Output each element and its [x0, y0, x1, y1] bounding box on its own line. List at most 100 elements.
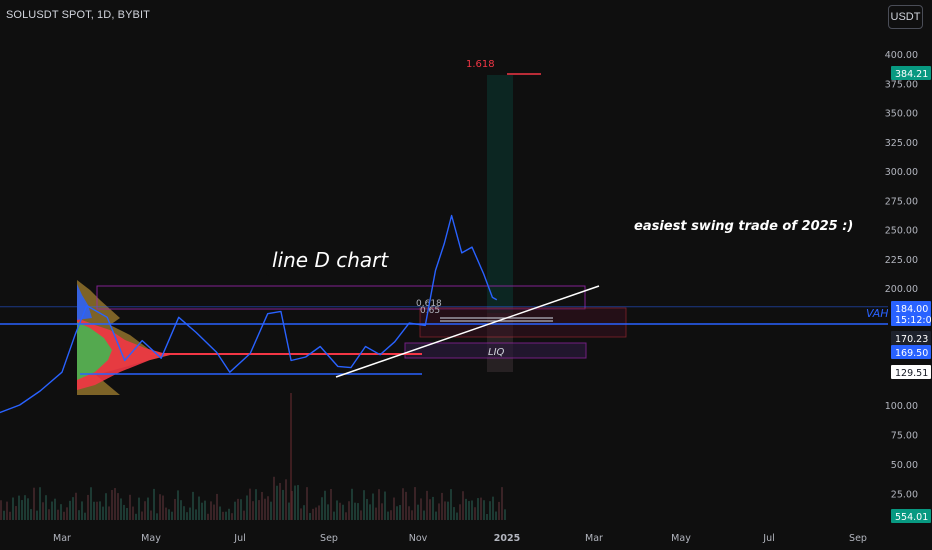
volume-bar	[135, 513, 137, 520]
y-tick-label: 375.00	[885, 79, 918, 90]
volume-bar	[132, 506, 134, 520]
annotation-line-d-chart: line D chart	[272, 248, 389, 272]
volume-bar	[102, 506, 104, 520]
volume-bar	[414, 487, 416, 520]
y-tick-label: 75.00	[891, 430, 918, 441]
x-tick-label: Mar	[585, 533, 603, 544]
volume-bar	[261, 491, 263, 520]
volume-bar	[267, 496, 269, 520]
volume-bar	[297, 485, 299, 520]
volume-bar	[3, 510, 5, 520]
volume-bar	[282, 489, 284, 520]
volume-bar	[411, 510, 413, 520]
volume-bar	[252, 501, 254, 520]
volume-bar	[471, 500, 473, 520]
price-badge-label: 15:12:02	[895, 315, 932, 326]
x-tick-label: May	[141, 533, 161, 544]
volume-bar	[12, 497, 14, 520]
volume-bar	[312, 508, 314, 520]
volume-bar	[489, 501, 491, 520]
price-badge-bg	[891, 66, 931, 80]
price-axis-bg	[888, 30, 932, 525]
volume-bar	[348, 501, 350, 520]
volume-bar	[423, 510, 425, 520]
y-tick-label: 200.00	[885, 284, 918, 295]
volume-bar	[315, 507, 317, 520]
price-badge-label: 170.23	[895, 334, 928, 345]
volume-bar	[198, 496, 200, 520]
volume-bar	[111, 489, 113, 520]
x-tick-label: May	[671, 533, 691, 544]
volume-bar	[174, 498, 176, 520]
volume-bar	[66, 507, 68, 520]
volume-bar	[447, 501, 449, 520]
volume-bar	[54, 498, 56, 520]
volume-bar	[426, 490, 428, 520]
liq-zone-box	[404, 342, 587, 359]
volume-bar	[441, 492, 443, 520]
x-tick-label: 2025	[494, 533, 520, 544]
volume-bar	[216, 493, 218, 520]
price-badge-label: 129.51	[895, 368, 928, 379]
volume-bar	[462, 491, 464, 520]
volume-bar	[501, 487, 503, 520]
y-tick-label: 275.00	[885, 196, 918, 207]
volume-bar	[159, 494, 161, 520]
volume-bar	[153, 488, 155, 520]
liq-zone-label: LIQ	[488, 347, 505, 358]
volume-bar	[321, 497, 323, 520]
volume-bar	[498, 501, 500, 520]
volume-profile-top	[77, 284, 92, 320]
volume-bar	[285, 479, 287, 520]
symbol-title: SOLUSDT SPOT, 1D, BYBIT	[6, 9, 150, 21]
volume-bar	[237, 498, 239, 520]
volume-bar	[351, 488, 353, 520]
volume-bar	[417, 504, 419, 520]
volume-bar	[45, 495, 47, 520]
volume-bar	[246, 495, 248, 520]
volume-bar	[201, 502, 203, 520]
volume-bar	[495, 511, 497, 520]
volume-bar	[432, 496, 434, 520]
volume-bar	[300, 508, 302, 520]
volume-bar	[381, 503, 383, 520]
volume-bar	[270, 501, 272, 520]
volume-bar	[183, 506, 185, 520]
volume-bar	[165, 507, 167, 520]
trend-line	[335, 285, 600, 378]
volume-bar	[318, 505, 320, 520]
volume-bar	[177, 490, 179, 520]
currency-button[interactable]: USDT	[888, 5, 923, 29]
volume-bar	[387, 511, 389, 520]
volume-bar	[240, 499, 242, 520]
volume-bar	[456, 512, 458, 520]
volume-bar	[222, 511, 224, 520]
volume-bar	[330, 488, 332, 520]
price-badge-bg	[891, 365, 931, 379]
volume-bar	[375, 507, 377, 520]
volume-bar	[276, 485, 278, 520]
price-badge-label: 554.01 K	[895, 512, 932, 523]
volume-bar	[363, 490, 365, 520]
y-tick-label: 50.00	[891, 460, 918, 471]
volume-bar	[93, 501, 95, 520]
volume-bar	[138, 497, 140, 520]
volume-bar	[117, 493, 119, 520]
volume-bar	[141, 511, 143, 520]
annotation-swing-trade: easiest swing trade of 2025 :)	[634, 219, 853, 234]
volume-bar	[213, 504, 215, 520]
volume-bar	[210, 501, 212, 520]
volume-bar	[468, 501, 470, 520]
volume-bar	[69, 500, 71, 520]
price-badge-bg	[891, 331, 931, 345]
volume-bar	[108, 506, 110, 520]
volume-bar	[162, 495, 164, 520]
volume-bar	[60, 504, 62, 520]
volume-bar	[405, 491, 407, 520]
volume-bar	[345, 512, 347, 520]
volume-bar	[273, 476, 275, 520]
volume-bar	[477, 498, 479, 520]
x-tick-label: Jul	[762, 533, 774, 544]
